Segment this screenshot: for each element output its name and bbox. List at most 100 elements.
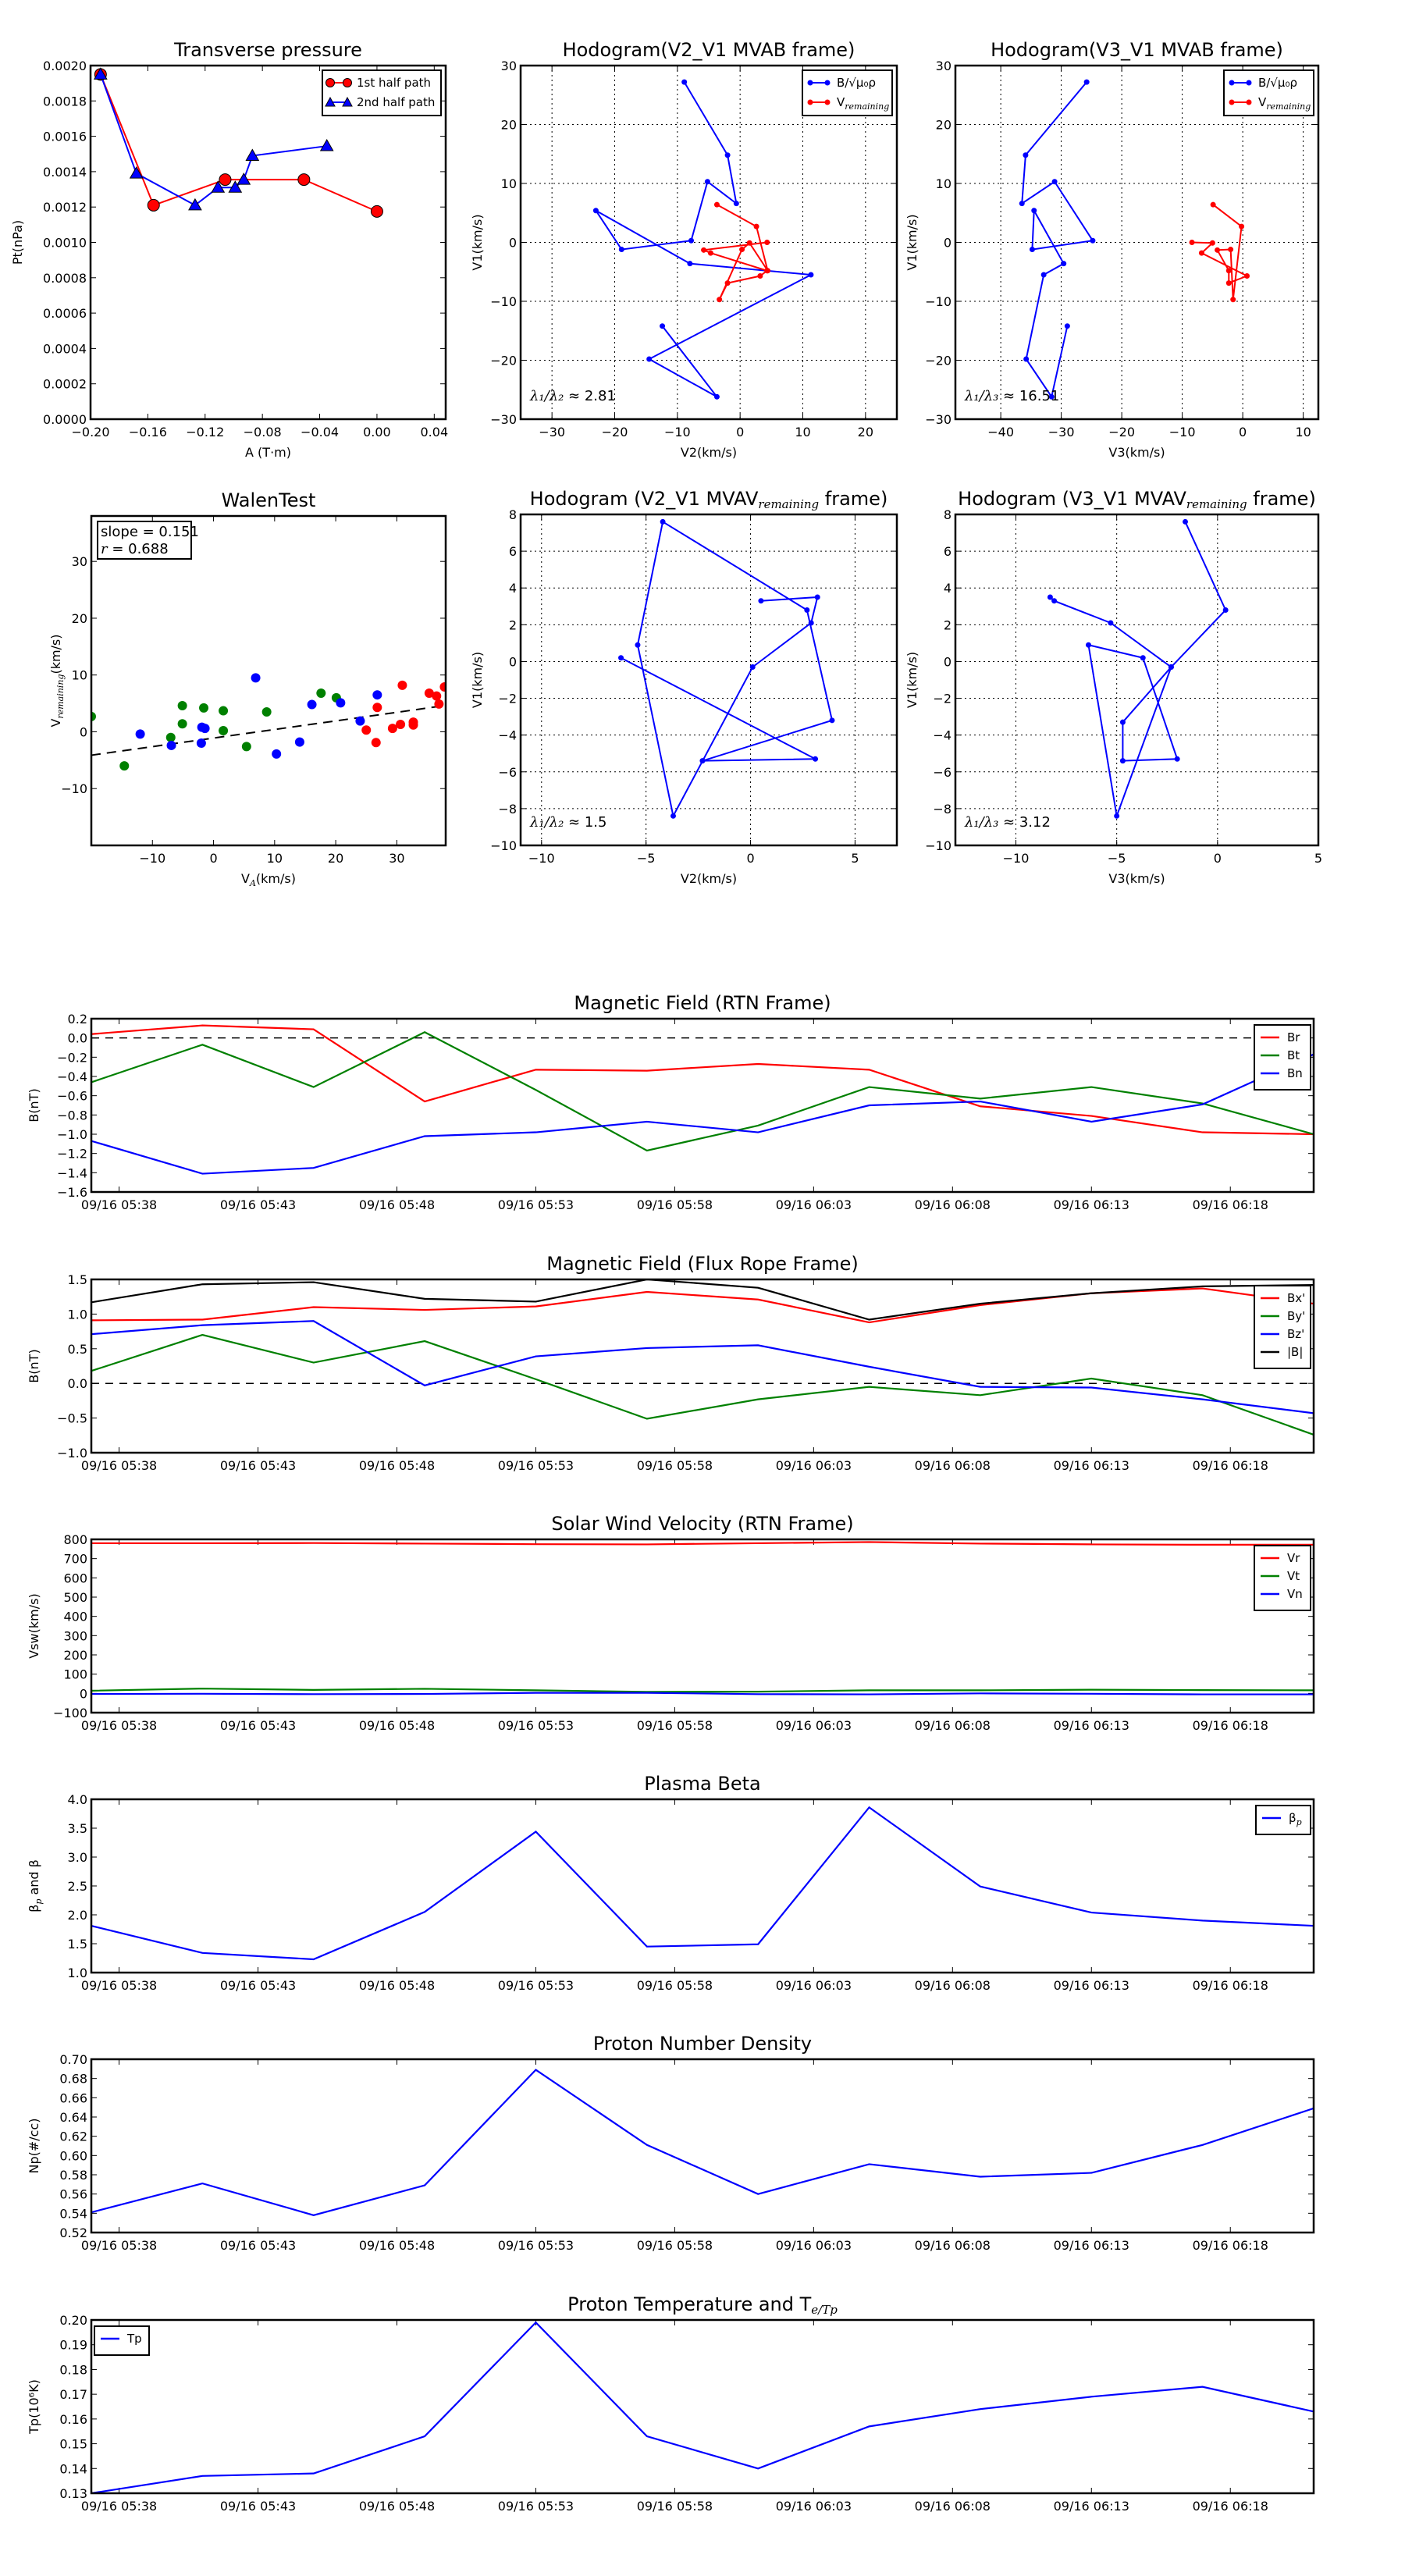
data-point xyxy=(371,738,381,748)
x-tick-label: 09/16 06:18 xyxy=(1193,2499,1268,2514)
y-tick-label: 100 xyxy=(63,1667,87,1682)
y-tick-label: 0 xyxy=(509,236,517,251)
x-tick-label: 09/16 05:38 xyxy=(81,2499,157,2514)
legend-marker xyxy=(824,99,831,105)
y-tick-label: 3.0 xyxy=(68,1850,87,1865)
y-tick-label: 4 xyxy=(944,581,951,596)
y-tick-label: 0.68 xyxy=(59,2072,87,2087)
y-tick-label: 700 xyxy=(63,1552,87,1567)
y-tick-label: 0.14 xyxy=(59,2461,87,2476)
legend-box xyxy=(1254,1545,1311,1611)
series-line-v-remaining xyxy=(700,204,769,301)
fit-line xyxy=(91,704,446,756)
axes-frame xyxy=(90,514,447,847)
y-tick-label: 20 xyxy=(501,118,517,133)
data-point xyxy=(713,393,720,400)
data-point xyxy=(372,703,382,713)
y-tick-label: 0.20 xyxy=(59,2313,87,2328)
x-tick-label: 20 xyxy=(328,851,343,866)
x-tick-label: −0.08 xyxy=(244,425,282,439)
x-tick-label: 09/16 05:53 xyxy=(498,2238,574,2253)
data-point xyxy=(372,690,382,700)
legend-box xyxy=(1254,1285,1311,1369)
plot-area xyxy=(91,673,446,771)
plot-area xyxy=(592,79,814,400)
x-tick-label: 0.04 xyxy=(421,425,449,439)
data-point xyxy=(135,729,145,739)
x-tick-label: 09/16 06:08 xyxy=(915,1458,991,1473)
legend-label: Bz' xyxy=(1287,1327,1304,1341)
x-tick-label: 09/16 05:53 xyxy=(498,1978,574,1993)
y-tick-label: 200 xyxy=(63,1648,87,1663)
legend-label: Br xyxy=(1287,1030,1300,1044)
data-point xyxy=(237,173,251,185)
y-tick-label: −2 xyxy=(498,692,517,706)
y-tick-label: −1.0 xyxy=(57,1127,87,1142)
data-point xyxy=(370,205,383,218)
chart-mag-rtn: Magnetic Field (RTN Frame) 09/16 05:38 09/… xyxy=(27,992,1315,1212)
data-point xyxy=(1222,607,1229,613)
legend-label: By' xyxy=(1287,1309,1305,1323)
y-tick-label: 0.60 xyxy=(59,2148,87,2163)
y-tick-label: 10 xyxy=(936,176,951,191)
x-tick-label: 5 xyxy=(851,851,859,866)
series-line-np xyxy=(91,2069,1314,2216)
y-tick-label: 800 xyxy=(63,1532,87,1547)
y-tick-label: −6 xyxy=(498,765,517,780)
data-point xyxy=(177,701,187,711)
chart-title: Magnetic Field (RTN Frame) xyxy=(574,992,831,1014)
data-point xyxy=(119,761,130,771)
data-point xyxy=(749,664,756,671)
x-tick-label: 10 xyxy=(267,851,283,866)
y-tick-label: 2.0 xyxy=(68,1908,87,1923)
y-tick-label: 8 xyxy=(509,507,517,522)
axes-frame xyxy=(90,1538,1315,1714)
data-point xyxy=(1210,201,1216,208)
data-point xyxy=(241,742,251,752)
chart-proton-density: Proton Number Density 09/16 05:38 09/16 05… xyxy=(27,2033,1315,2253)
y-tick-label: −0.6 xyxy=(57,1089,87,1104)
legend-box xyxy=(1223,69,1314,116)
plot-area xyxy=(91,1024,1314,1175)
x-tick-label: −0.04 xyxy=(301,425,339,439)
legend-marker xyxy=(1229,99,1235,105)
y-tick-label: 0 xyxy=(80,1686,87,1701)
data-point xyxy=(251,673,261,683)
data-point xyxy=(165,732,176,742)
x-tick-label: −0.12 xyxy=(186,425,224,439)
y-tick-label: 6 xyxy=(944,544,951,559)
x-axis-label: V3(km/s) xyxy=(1108,871,1165,886)
x-tick-label: 09/16 06:13 xyxy=(1054,2238,1129,2253)
series-line-vn xyxy=(91,1692,1314,1695)
x-tick-label: 09/16 06:08 xyxy=(915,2499,991,2514)
legend-label: Tp xyxy=(126,2332,142,2346)
y-tick-label: 0.54 xyxy=(59,2206,87,2221)
data-point xyxy=(1230,297,1236,303)
y-tick-label: −6 xyxy=(933,765,951,780)
series-line-vr xyxy=(91,1541,1314,1546)
data-point xyxy=(670,813,676,819)
legend-marker xyxy=(1229,80,1235,86)
y-tick-label: −20 xyxy=(490,354,517,368)
x-tick-label: −0.20 xyxy=(71,425,109,439)
y-tick-label: 0.0 xyxy=(68,1376,87,1391)
x-tick-label: 0.00 xyxy=(363,425,391,439)
x-tick-label: 09/16 06:08 xyxy=(915,2238,991,2253)
y-tick-label: 0.58 xyxy=(59,2168,87,2183)
legend-label: 1st half path xyxy=(357,76,431,90)
y-tick-label: 30 xyxy=(72,554,87,569)
series-line-tp xyxy=(91,2321,1314,2493)
y-tick-label: 0.0004 xyxy=(43,341,87,356)
legend-marker xyxy=(1246,80,1252,86)
y-tick-label: −8 xyxy=(933,802,951,817)
y-tick-label: −10 xyxy=(490,838,517,853)
x-axis-label: V2(km/s) xyxy=(681,445,737,460)
y-tick-label: 0.70 xyxy=(59,2052,87,2067)
data-point xyxy=(1023,152,1029,158)
data-point xyxy=(733,201,739,207)
legend-label: |B| xyxy=(1287,1345,1303,1359)
y-tick-label: 0.0 xyxy=(68,1031,87,1046)
data-point xyxy=(200,724,210,734)
chart-title: WalenTest xyxy=(222,489,316,511)
